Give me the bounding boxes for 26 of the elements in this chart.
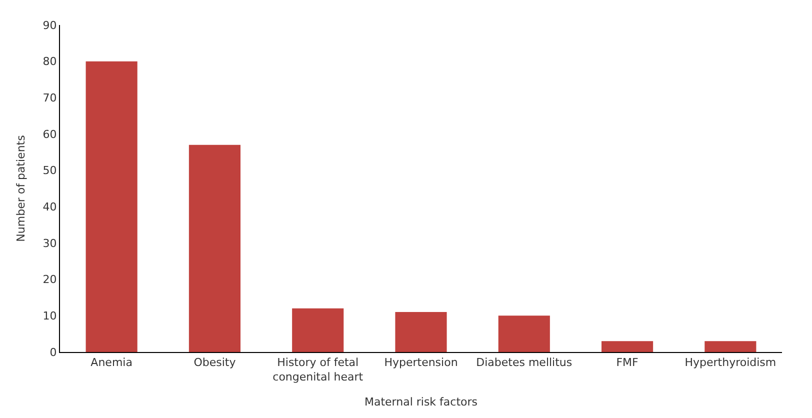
x-tick-label: Hypertension <box>384 356 458 370</box>
y-tick-label: 60 <box>42 128 57 141</box>
y-tick-label: 80 <box>42 55 57 68</box>
bar <box>395 312 447 352</box>
y-tick-label: 70 <box>42 92 57 105</box>
y-tick-label: 40 <box>42 200 57 214</box>
x-tick-label: Obesity <box>194 356 236 370</box>
x-axis-title: Maternal risk factors <box>364 396 478 409</box>
x-tick-label: FMF <box>616 356 638 370</box>
y-tick-label: 10 <box>42 310 57 323</box>
x-tick-label: Anemia <box>90 356 132 370</box>
y-tick-label: 50 <box>42 164 57 178</box>
bar <box>704 341 756 352</box>
bar <box>602 341 654 352</box>
y-tick-label: 0 <box>50 346 57 359</box>
x-tick-label: History of fetal congenital heart <box>272 356 364 384</box>
y-tick-label: 30 <box>42 236 57 250</box>
y-tick-label: 90 <box>42 18 57 32</box>
y-tick-label: 20 <box>42 273 57 286</box>
x-tick-label: Diabetes mellitus <box>476 356 572 370</box>
bar <box>498 316 550 352</box>
x-tick-label: Hyperthyroidism <box>684 356 776 370</box>
bar <box>292 308 344 352</box>
y-axis-title: Number of patients <box>14 134 28 242</box>
bar <box>86 61 138 352</box>
bar <box>188 144 240 352</box>
